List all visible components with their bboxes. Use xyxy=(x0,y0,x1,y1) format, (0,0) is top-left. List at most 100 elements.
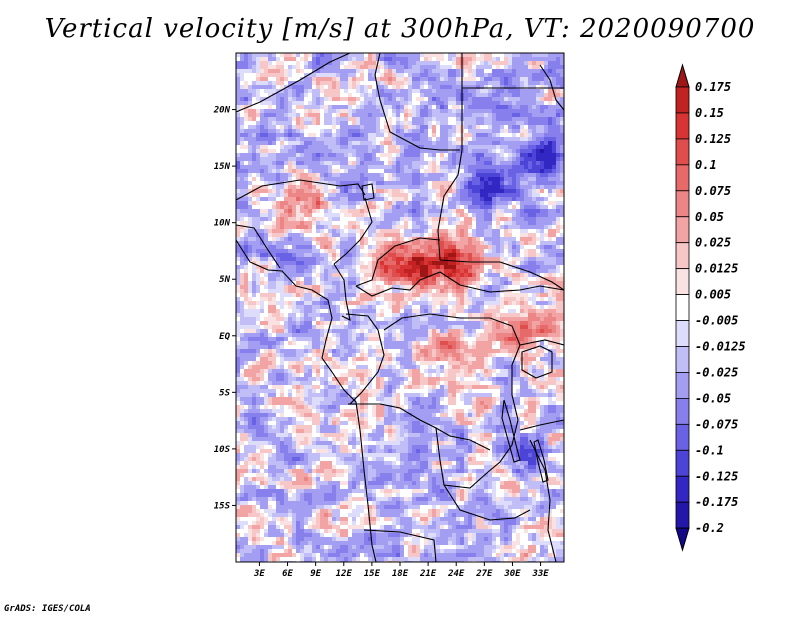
field-cell xyxy=(508,225,512,229)
field-cell xyxy=(488,261,492,265)
field-cell xyxy=(528,97,532,101)
field-cell xyxy=(488,257,492,261)
field-cell xyxy=(492,181,496,185)
field-cell xyxy=(260,113,264,117)
field-cell xyxy=(448,241,452,245)
field-cell xyxy=(292,177,296,181)
field-cell xyxy=(488,149,492,153)
field-cell xyxy=(468,137,472,141)
field-cell xyxy=(272,165,276,169)
field-cell xyxy=(424,141,428,145)
field-cell xyxy=(496,169,500,173)
field-cell xyxy=(364,165,368,169)
field-cell xyxy=(348,65,352,69)
field-cell xyxy=(300,257,304,261)
field-cell xyxy=(240,161,244,165)
field-cell xyxy=(456,213,460,217)
field-cell xyxy=(436,289,440,293)
field-cell xyxy=(556,81,560,85)
field-cell xyxy=(372,257,376,261)
field-cell xyxy=(456,289,460,293)
field-cell xyxy=(436,109,440,113)
field-cell xyxy=(388,249,392,253)
field-cell xyxy=(508,117,512,121)
field-cell xyxy=(348,261,352,265)
field-cell xyxy=(456,125,460,129)
field-cell xyxy=(404,177,408,181)
field-cell xyxy=(256,265,260,269)
field-cell xyxy=(416,101,420,105)
field-cell xyxy=(248,257,252,261)
field-cell xyxy=(472,117,476,121)
field-cell xyxy=(476,217,480,221)
field-cell xyxy=(512,81,516,85)
field-cell xyxy=(272,85,276,89)
field-cell xyxy=(408,81,412,85)
field-cell xyxy=(520,121,524,125)
field-cell xyxy=(304,209,308,213)
field-cell xyxy=(440,77,444,81)
field-cell xyxy=(460,157,464,161)
field-cell xyxy=(316,121,320,125)
field-cell xyxy=(296,149,300,153)
field-cell xyxy=(440,213,444,217)
field-cell xyxy=(432,57,436,61)
field-cell xyxy=(512,293,516,297)
field-cell xyxy=(380,225,384,229)
field-cell xyxy=(324,173,328,177)
field-cell xyxy=(400,161,404,165)
field-cell xyxy=(508,101,512,105)
field-cell xyxy=(272,57,276,61)
field-cell xyxy=(368,153,372,157)
field-cell xyxy=(544,77,548,81)
field-cell xyxy=(476,145,480,149)
field-cell xyxy=(556,149,560,153)
field-cell xyxy=(336,177,340,181)
field-cell xyxy=(424,197,428,201)
field-cell xyxy=(512,169,516,173)
field-cell xyxy=(436,217,440,221)
field-cell xyxy=(312,117,316,121)
field-cell xyxy=(308,141,312,145)
field-cell xyxy=(280,221,284,225)
field-cell xyxy=(296,209,300,213)
field-cell xyxy=(268,281,272,285)
field-cell xyxy=(484,85,488,89)
field-cell xyxy=(268,249,272,253)
field-cell xyxy=(304,293,308,297)
field-cell xyxy=(348,117,352,121)
field-cell xyxy=(408,97,412,101)
field-cell xyxy=(488,173,492,177)
field-cell xyxy=(280,77,284,81)
field-cell xyxy=(480,165,484,169)
field-cell xyxy=(412,101,416,105)
field-cell xyxy=(376,165,380,169)
field-cell xyxy=(404,129,408,133)
field-cell xyxy=(240,117,244,121)
field-cell xyxy=(308,221,312,225)
field-cell xyxy=(328,249,332,253)
field-cell xyxy=(400,145,404,149)
field-cell xyxy=(408,89,412,93)
field-cell xyxy=(372,237,376,241)
field-cell xyxy=(540,113,544,117)
field-cell xyxy=(528,285,532,289)
field-cell xyxy=(528,181,532,185)
field-cell xyxy=(416,265,420,269)
field-cell xyxy=(528,109,532,113)
field-cell xyxy=(384,125,388,129)
field-cell xyxy=(332,233,336,237)
field-cell xyxy=(352,93,356,97)
field-cell xyxy=(272,53,276,57)
field-cell xyxy=(548,173,552,177)
field-cell xyxy=(496,77,500,81)
field-cell xyxy=(492,197,496,201)
field-cell xyxy=(360,61,364,65)
field-cell xyxy=(468,209,472,213)
field-cell xyxy=(296,125,300,129)
field-cell xyxy=(480,193,484,197)
field-cell xyxy=(528,185,532,189)
field-cell xyxy=(448,201,452,205)
field-cell xyxy=(560,157,564,161)
field-cell xyxy=(384,161,388,165)
